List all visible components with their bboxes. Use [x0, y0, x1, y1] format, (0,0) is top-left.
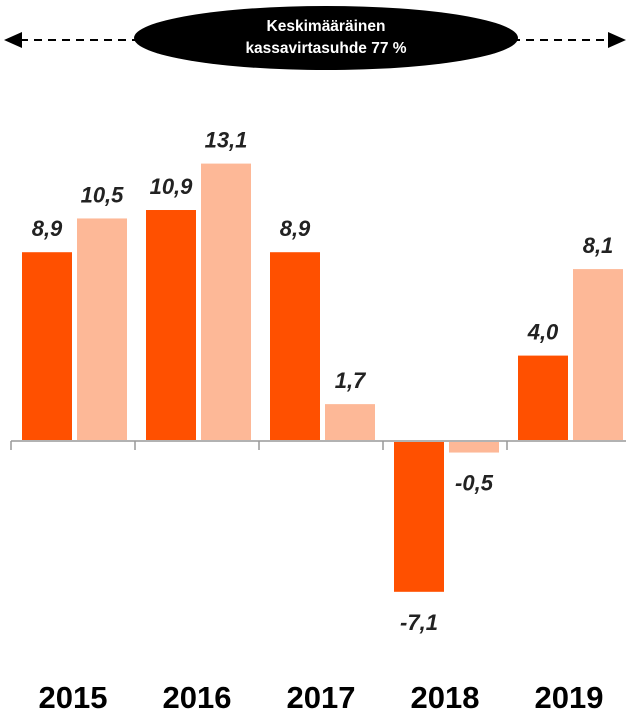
banner-line-2: kassavirtasuhde 77 % [245, 40, 406, 57]
bars-group [22, 163, 623, 592]
value-label-2019-series-2: 8,1 [583, 233, 614, 258]
category-label-2015: 2015 [39, 680, 108, 715]
x-axis [10, 440, 626, 450]
category-label-2016: 2016 [163, 680, 232, 715]
value-label-2015-series-1: 8,9 [32, 216, 63, 241]
value-label-2017-series-2: 1,7 [335, 368, 367, 393]
category-labels: 2015 2016 2017 2018 2019 [39, 680, 604, 715]
value-label-2015-series-2: 10,5 [81, 182, 125, 207]
bar-2016-series-2 [201, 163, 251, 440]
category-label-2018: 2018 [411, 680, 480, 715]
average-ratio-banner: Keskimääräinen kassavirtasuhde 77 % [4, 6, 626, 70]
value-label-2019-series-1: 4,0 [527, 320, 559, 345]
value-label-2017-series-1: 8,9 [280, 216, 311, 241]
value-label-2016-series-1: 10,9 [150, 174, 194, 199]
value-labels: 8,9 10,5 10,9 13,1 8,9 1,7 -7,1 -0,5 4,0 8,1 [32, 128, 614, 635]
value-label-2018-series-2: -0,5 [455, 471, 494, 496]
bar-2018-series-1 [394, 442, 444, 592]
banner-ellipse [134, 6, 518, 70]
bar-2015-series-2 [77, 218, 127, 440]
category-label-2019: 2019 [535, 680, 604, 715]
bar-2019-series-2 [573, 269, 623, 440]
value-label-2018-series-1: -7,1 [400, 610, 438, 635]
bar-2015-series-1 [22, 252, 72, 440]
bar-2017-series-2 [325, 404, 375, 440]
bar-2018-series-2 [449, 442, 499, 453]
bar-2016-series-1 [146, 210, 196, 440]
bar-2017-series-1 [270, 252, 320, 440]
banner-line-1: Keskimääräinen [267, 18, 386, 35]
category-label-2017: 2017 [287, 680, 356, 715]
bar-2019-series-1 [518, 355, 568, 440]
value-label-2016-series-2: 13,1 [205, 128, 248, 153]
